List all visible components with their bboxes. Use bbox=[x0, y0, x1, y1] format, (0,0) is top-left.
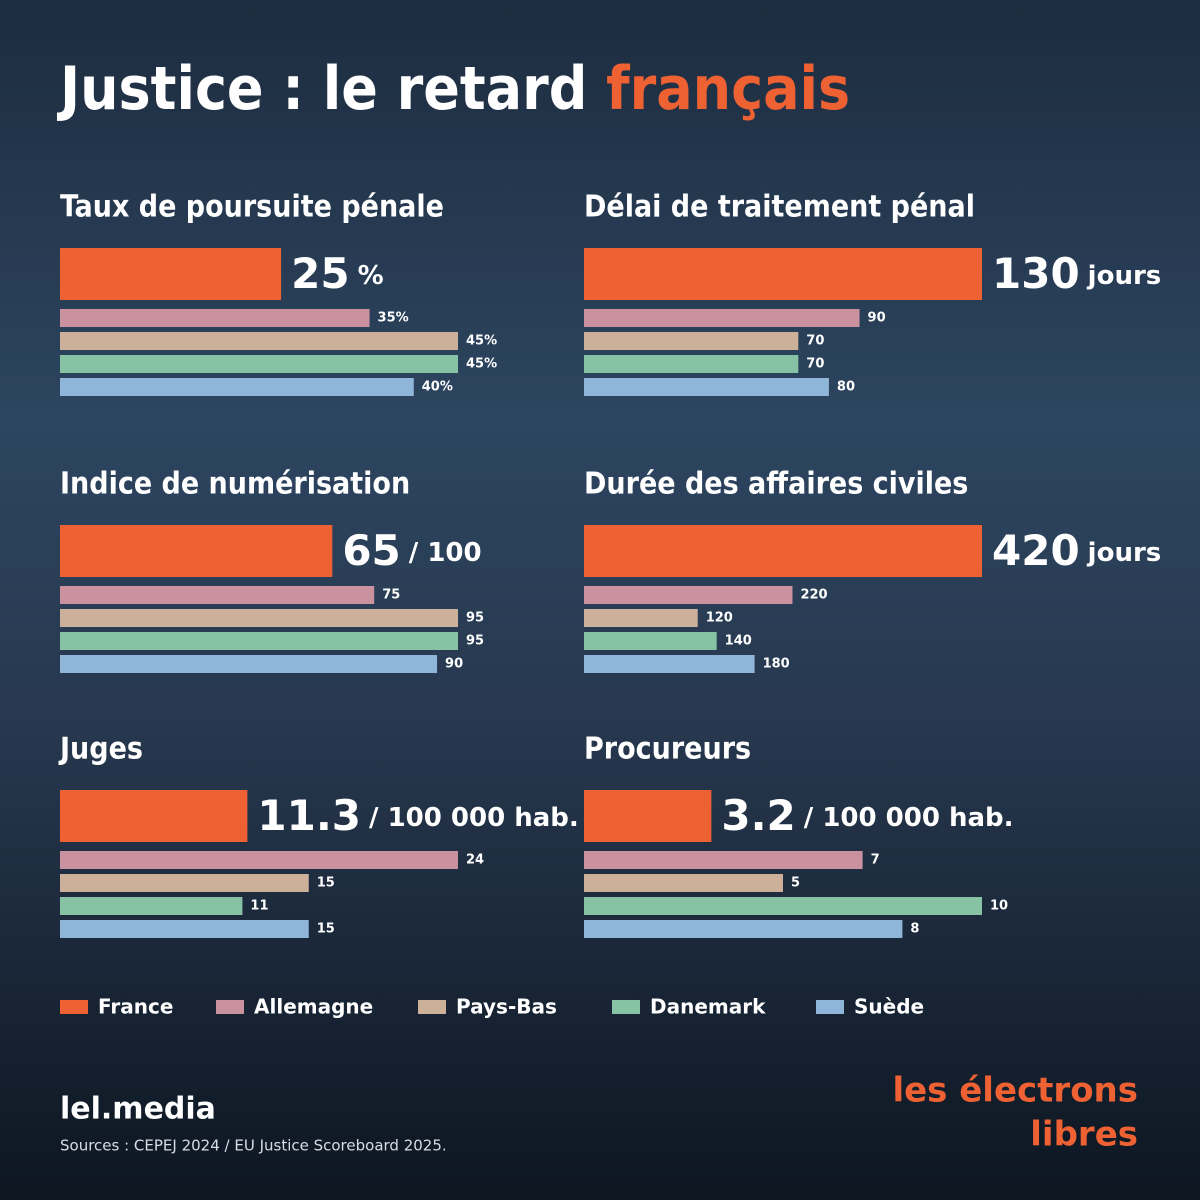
bar bbox=[60, 248, 282, 300]
value-label: 45% bbox=[466, 334, 497, 349]
legend-swatch bbox=[60, 1000, 88, 1014]
bar bbox=[584, 655, 755, 673]
value-label: 90 bbox=[868, 311, 886, 326]
value-label: 11 bbox=[250, 899, 268, 914]
france-label: 420 jours bbox=[992, 526, 1161, 575]
value-label: 95 bbox=[466, 611, 484, 626]
value-label: 15 bbox=[317, 922, 335, 937]
value-label: 65 bbox=[342, 526, 400, 575]
bar bbox=[60, 586, 375, 604]
value-label: 95 bbox=[466, 634, 484, 649]
value-label: 70 bbox=[806, 334, 824, 349]
bar bbox=[584, 920, 903, 938]
value-label: 180 bbox=[763, 657, 790, 672]
france-label: 11.3 / 100 000 hab. bbox=[257, 791, 578, 840]
legend-swatch bbox=[612, 1000, 640, 1014]
value-label: 35% bbox=[378, 311, 409, 326]
value-label: 75 bbox=[382, 588, 400, 603]
value-label: 15 bbox=[317, 876, 335, 891]
unit-label: jours bbox=[1087, 538, 1162, 568]
panel-title: Durée des affaires civiles bbox=[584, 467, 968, 502]
logo-line1: les électrons bbox=[892, 1071, 1138, 1111]
panel-title: Procureurs bbox=[584, 732, 751, 767]
sources: Sources : CEPEJ 2024 / EU Justice Scoreb… bbox=[60, 1137, 447, 1155]
legend-label: Suède bbox=[854, 995, 924, 1019]
value-label: 220 bbox=[800, 588, 827, 603]
value-label: 24 bbox=[466, 853, 484, 868]
bar bbox=[584, 248, 982, 300]
bar bbox=[60, 609, 458, 627]
bar bbox=[584, 851, 863, 869]
legend-swatch bbox=[418, 1000, 446, 1014]
france-label: 130 jours bbox=[992, 249, 1161, 298]
bar bbox=[584, 378, 829, 396]
value-label: 120 bbox=[706, 611, 733, 626]
value-label: 130 bbox=[992, 249, 1080, 298]
legend-swatch bbox=[816, 1000, 844, 1014]
bar bbox=[60, 790, 248, 842]
panel-title: Délai de traitement pénal bbox=[584, 190, 975, 225]
bar bbox=[584, 525, 982, 577]
bar bbox=[60, 851, 458, 869]
bar bbox=[584, 874, 783, 892]
value-label: 10 bbox=[990, 899, 1008, 914]
bar bbox=[60, 920, 309, 938]
bar bbox=[584, 332, 799, 350]
panel-title: Indice de numérisation bbox=[60, 467, 410, 502]
value-label: 25 bbox=[291, 249, 349, 298]
bar bbox=[584, 790, 712, 842]
panel-title: Juges bbox=[58, 732, 143, 767]
value-label: 70 bbox=[806, 357, 824, 372]
bar bbox=[60, 655, 438, 673]
bar bbox=[60, 897, 243, 915]
legend-label: Danemark bbox=[650, 995, 766, 1019]
bar bbox=[584, 355, 799, 373]
bar bbox=[584, 609, 698, 627]
value-label: 11.3 bbox=[257, 791, 361, 840]
bar bbox=[60, 309, 370, 327]
unit-label: / 100 000 hab. bbox=[804, 803, 1014, 833]
main-title: Justice : le retard français bbox=[56, 54, 850, 124]
value-label: 5 bbox=[791, 876, 800, 891]
bar bbox=[60, 632, 458, 650]
france-label: 3.2 / 100 000 hab. bbox=[721, 791, 1013, 840]
bar bbox=[584, 586, 793, 604]
value-label: 40% bbox=[422, 380, 453, 395]
value-label: 8 bbox=[910, 922, 919, 937]
france-label: 25% bbox=[291, 249, 384, 298]
bar bbox=[60, 378, 414, 396]
site: lel.media bbox=[60, 1092, 216, 1127]
legend-label: France bbox=[98, 995, 173, 1019]
value-label: 3.2 bbox=[721, 791, 795, 840]
value-label: 90 bbox=[445, 657, 463, 672]
value-label: 80 bbox=[837, 380, 855, 395]
value-label: 420 bbox=[992, 526, 1080, 575]
bar bbox=[60, 332, 458, 350]
bar bbox=[584, 309, 860, 327]
panel-title: Taux de poursuite pénale bbox=[60, 190, 444, 225]
legend-swatch bbox=[216, 1000, 244, 1014]
legend-label: Allemagne bbox=[254, 995, 373, 1019]
bar bbox=[584, 897, 982, 915]
bar bbox=[60, 874, 309, 892]
bar bbox=[584, 632, 717, 650]
unit-label: % bbox=[358, 261, 384, 291]
title-highlight: français bbox=[606, 54, 850, 124]
unit-label: / 100 000 hab. bbox=[369, 803, 579, 833]
unit-label: / 100 bbox=[409, 538, 482, 568]
value-label: 7 bbox=[871, 853, 880, 868]
unit-label: jours bbox=[1087, 261, 1162, 291]
title-text: Justice : le retard bbox=[56, 54, 587, 124]
bar bbox=[60, 525, 333, 577]
france-label: 65 / 100 bbox=[342, 526, 481, 575]
bar bbox=[60, 355, 458, 373]
legend-label: Pays-Bas bbox=[456, 995, 557, 1019]
value-label: 140 bbox=[725, 634, 752, 649]
logo-line2: libres bbox=[1030, 1115, 1138, 1155]
value-label: 45% bbox=[466, 357, 497, 372]
